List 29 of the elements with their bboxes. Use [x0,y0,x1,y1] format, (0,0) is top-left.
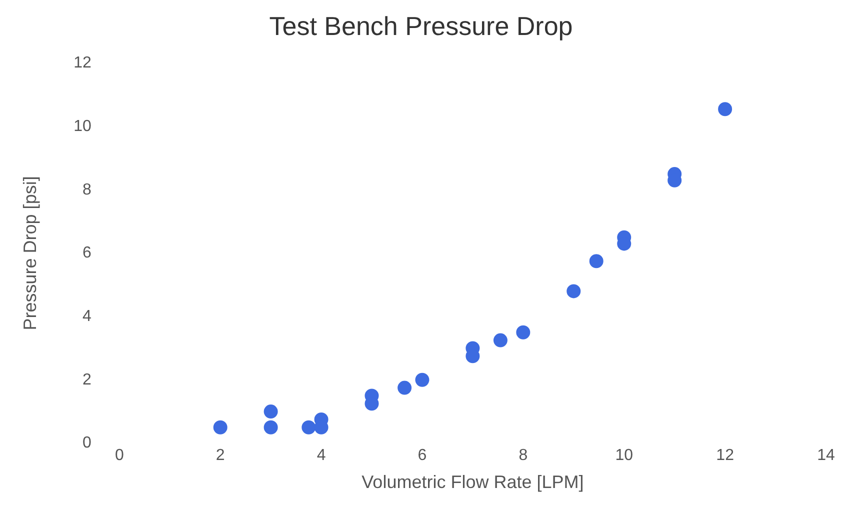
chart-title: Test Bench Pressure Drop [269,10,573,41]
point [302,420,316,434]
y-tick-label: 4 [82,308,92,325]
y-axis-title: Pressure Drop [psi] [20,176,40,330]
point [718,102,732,116]
point [398,380,412,395]
y-tick-label: 2 [82,371,92,388]
y-tick-label: 0 [82,434,92,452]
y-tick-label: 10 [74,118,92,135]
point [493,333,508,348]
y-tick-label: 12 [74,54,92,72]
x-tick-label: 0 [114,447,124,464]
x-tick-label: 2 [216,447,225,464]
y-tick-label: 8 [82,181,92,198]
point [213,420,228,434]
point [566,284,581,298]
x-tick-label: 6 [418,447,427,464]
point [415,372,430,387]
point [589,254,604,268]
x-tick-label: 4 [316,447,326,464]
x-tick-label: 10 [615,447,634,464]
y-tick-label: 6 [82,244,92,262]
x-tick-label: 8 [518,447,528,464]
point [264,404,278,419]
x-axis-title: Volumetric Flow Rate [LPM] [362,472,584,492]
x-tick-label: 14 [817,447,835,464]
point [264,420,278,434]
x-tick-label: 12 [716,447,734,464]
point [516,325,530,340]
